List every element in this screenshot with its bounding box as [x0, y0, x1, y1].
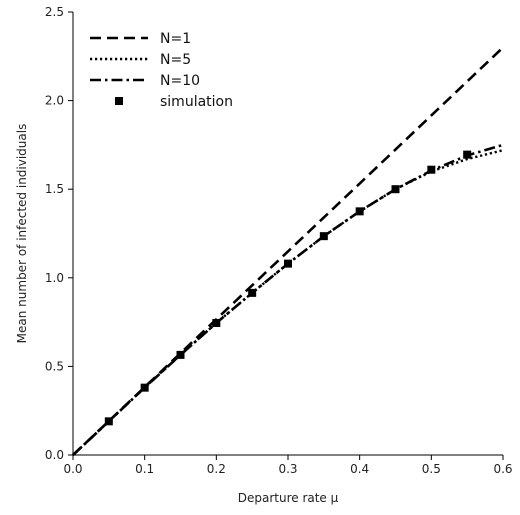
- legend-label-n-10: N=10: [160, 73, 200, 89]
- y-tick-label: 2.5: [45, 5, 64, 19]
- marker-simulation: [319, 232, 328, 241]
- x-tick-label: 0.0: [63, 462, 82, 476]
- y-tick-label: 0.5: [45, 359, 64, 373]
- y-tick-label: 1.5: [45, 182, 64, 196]
- legend-label-n-5: N=5: [160, 52, 191, 68]
- x-tick-label: 0.6: [493, 462, 512, 476]
- x-tick-label: 0.5: [422, 462, 441, 476]
- series-line-n-5: [72, 149, 504, 456]
- x-tick-label: 0.4: [350, 462, 369, 476]
- marker-simulation: [284, 259, 292, 268]
- series-layer: [72, 46, 504, 456]
- x-tick-label: 0.2: [207, 462, 226, 476]
- marker-simulation: [212, 318, 221, 327]
- legend-label-n-1: N=1: [160, 31, 191, 47]
- x-axis-label: Departure rate μ: [238, 491, 339, 505]
- axes: 0.0 0.1 0.2 0.3 0.4 0.5 0.6 0.0 0.5 1.0 1.5 2.0 2.5: [45, 5, 513, 476]
- legend-swatch-simulation: [115, 97, 123, 105]
- legend-label-simulation: simulation: [160, 94, 233, 110]
- series-line-n-1: [72, 46, 504, 456]
- y-tick-label: 2.0: [45, 94, 64, 108]
- marker-simulation: [427, 165, 436, 174]
- marker-simulation: [248, 288, 257, 297]
- y-tick-label: 1.0: [45, 271, 64, 285]
- marker-simulation: [391, 185, 400, 194]
- x-tick-label: 0.1: [135, 462, 154, 476]
- marker-simulation: [463, 150, 472, 159]
- marker-simulation: [104, 417, 113, 426]
- marker-simulation: [176, 350, 185, 359]
- marker-simulation: [355, 207, 364, 216]
- y-tick-label: 0.0: [45, 448, 64, 462]
- legend: N=1 N=5 N=10 simulation: [90, 31, 233, 110]
- marker-simulation: [140, 383, 149, 392]
- x-tick-label: 0.3: [278, 462, 297, 476]
- series-line-n-10: [72, 143, 504, 456]
- y-axis-label: Mean number of infected individuals: [15, 124, 29, 344]
